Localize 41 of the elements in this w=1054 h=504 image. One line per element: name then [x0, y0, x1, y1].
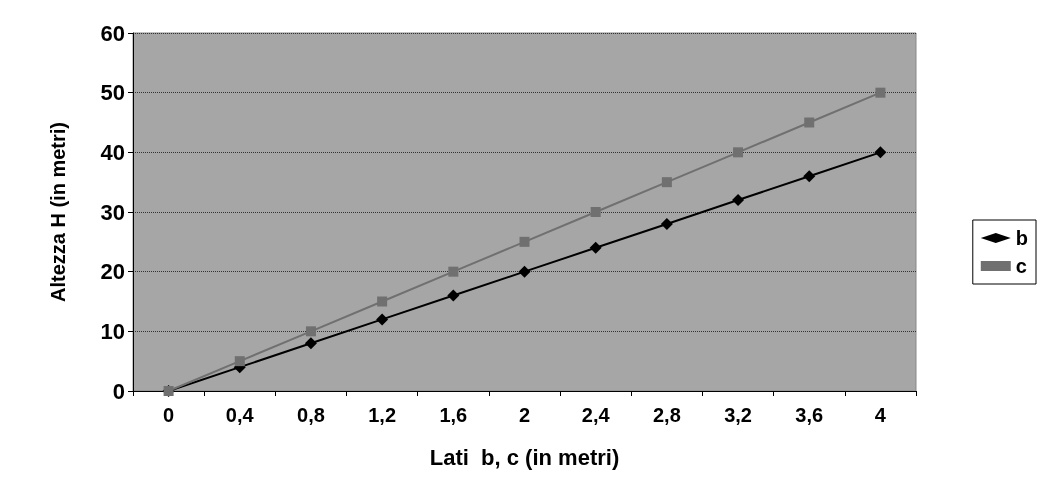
point — [519, 236, 530, 247]
x-tick-label: 3,6 — [795, 404, 824, 426]
x-tick-label: 0,4 — [225, 404, 255, 426]
point — [377, 296, 388, 307]
y-tick-label: 10 — [100, 318, 125, 344]
point — [518, 265, 531, 278]
y-tick-label: 30 — [100, 199, 125, 225]
y-tick-label: 0 — [112, 378, 125, 404]
x-tick-label: 0,8 — [297, 404, 325, 426]
legend-label: c — [1015, 255, 1027, 277]
point — [304, 337, 317, 350]
x-tick-label: 2,8 — [652, 404, 681, 426]
point — [589, 241, 602, 254]
point — [874, 146, 887, 159]
y-tick-label: 50 — [100, 80, 125, 106]
y-tick-label: 20 — [100, 259, 125, 285]
y-tick-label: 40 — [100, 139, 125, 165]
y-axis-title: Altezza H (in metri) — [47, 121, 69, 303]
point — [234, 356, 245, 367]
point — [733, 147, 744, 158]
x-axis-title: Lati b, c (in metri) — [429, 444, 620, 470]
x-tick-label: 2 — [518, 404, 531, 426]
point — [732, 194, 745, 207]
point — [376, 313, 389, 326]
point — [590, 207, 601, 217]
point — [447, 289, 460, 302]
legend-label: b — [1015, 227, 1028, 249]
x-tick-label: 3,2 — [724, 404, 752, 426]
x-tick-label: 1,2 — [368, 404, 397, 426]
y-tick-label: 60 — [100, 20, 125, 46]
x-tick-label: 1,6 — [439, 404, 468, 426]
x-tick-label: 0 — [163, 404, 175, 426]
x-tick-label: 4 — [874, 404, 887, 426]
point — [803, 170, 816, 183]
point — [305, 326, 316, 337]
point — [875, 87, 886, 98]
point — [448, 266, 459, 277]
x-tick-label: 2,4 — [581, 404, 611, 426]
point — [661, 177, 672, 188]
point — [660, 217, 673, 230]
point — [804, 117, 815, 128]
